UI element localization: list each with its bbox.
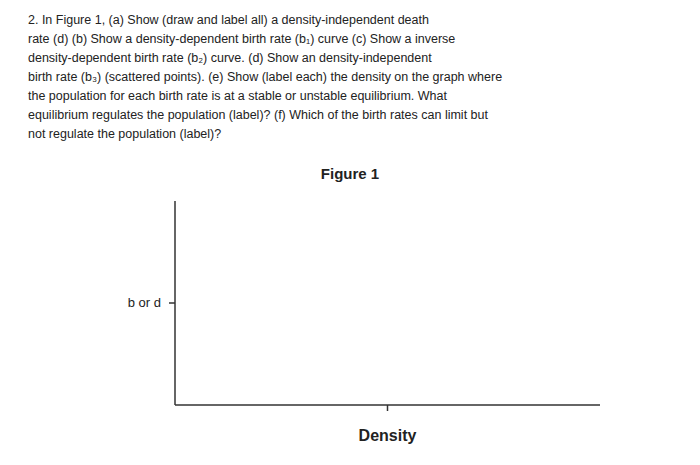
x-tick	[387, 405, 389, 411]
question-text: 2. In Figure 1, (a) Show (draw and label…	[28, 13, 429, 27]
question-text: rate (d) (b) Show a density-dependent bi…	[28, 32, 455, 46]
question-text: not regulate the population (label)?	[28, 127, 221, 141]
question-text: the population for each birth rate is at…	[28, 89, 448, 103]
x-axis-label: Density	[359, 427, 417, 444]
chart: 2. In Figure 1, (a) Show (draw and label…	[0, 0, 700, 465]
y-axis-label: b or d	[128, 295, 161, 310]
title: Figure 1	[321, 165, 379, 182]
chart-container: 2. In Figure 1, (a) Show (draw and label…	[0, 0, 700, 465]
question-text: equilibrium regulates the population (la…	[28, 108, 488, 122]
question-text: density-dependent birth rate (b₂) curve.…	[28, 51, 432, 65]
y-tick	[169, 302, 175, 304]
question-text: birth rate (b₃) (scattered points). (e) …	[28, 70, 502, 84]
